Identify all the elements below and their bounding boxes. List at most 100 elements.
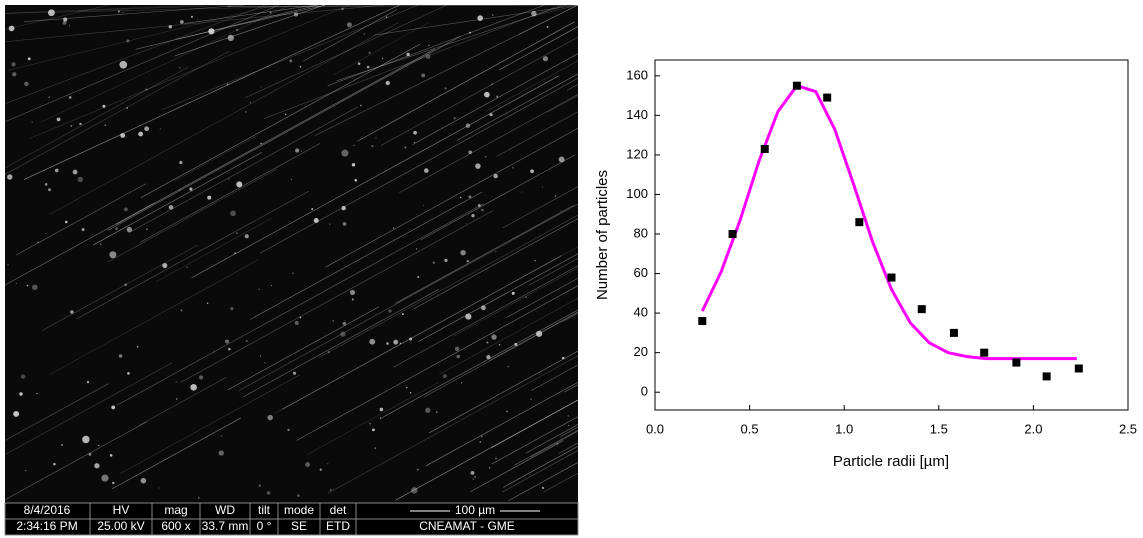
det: ETD [326,519,350,533]
scratch [4,362,172,455]
scratch [525,424,579,454]
particle [48,9,55,17]
data-point [887,273,896,282]
mode-label: mode [284,503,314,517]
particle [104,124,106,126]
particle [82,435,90,444]
scratch [307,382,439,455]
scratch [93,152,262,246]
particle [542,186,544,188]
scratch [140,43,421,198]
particle [249,102,251,104]
particle [460,249,466,256]
particle [245,339,248,343]
particle [290,178,292,180]
particle [484,155,487,158]
particle [86,380,90,384]
scratch [546,95,579,113]
particle [498,343,501,346]
particle [511,291,515,295]
scratch [395,399,579,501]
data-point [823,93,832,102]
particle [327,463,329,465]
scratch [332,22,429,76]
particle [126,107,129,109]
scratch [496,111,579,157]
scratch [116,48,435,225]
particle [459,196,462,199]
scale-bar-label: 100 µm [455,503,495,517]
particle [305,462,310,467]
particle [495,251,497,253]
particle [342,222,347,226]
particle [311,207,314,211]
data-point [792,81,801,90]
scratch [501,450,579,493]
particle [354,178,357,181]
x-tick-label: 0.0 [646,421,664,436]
scratch [423,312,579,398]
scratch [439,297,579,375]
particle [469,31,471,34]
particle [444,87,447,90]
scratch [380,36,579,146]
particle [560,210,562,212]
particle [109,251,117,259]
particle [266,491,271,495]
particle [8,25,15,32]
particle [101,474,109,482]
particle [386,342,389,345]
particle [45,232,47,234]
particle [428,44,430,47]
scratch [327,4,545,87]
y-tick-label: 120 [626,146,648,161]
particle [468,150,472,155]
particle [124,207,128,212]
lab-name: CNEAMAT - GME [419,519,515,533]
scratch [107,36,461,231]
particle [468,195,472,199]
particle [235,28,239,32]
scratch [543,472,579,493]
particle [436,411,438,413]
hv-label: HV [113,503,130,517]
particle [465,123,471,128]
particle [179,188,181,191]
particle [535,330,543,337]
y-tick-label: 160 [626,67,648,82]
scratch [135,4,319,50]
particle [416,468,419,471]
particle [351,298,354,301]
particle [179,160,183,165]
particle [521,191,523,193]
particle [48,96,50,98]
particle [372,428,375,432]
particle [199,375,204,380]
scratch [502,186,579,229]
particle [48,188,51,192]
scratch [4,66,189,169]
particle [294,321,299,325]
y-tick-label: 100 [626,186,648,201]
scratch [412,53,579,145]
particle [299,316,302,319]
det-label: det [330,503,347,517]
scratch [107,168,278,263]
particle [421,73,426,78]
scratch [303,9,398,62]
scratch [4,4,266,104]
particle [432,261,436,264]
scratch [4,4,384,43]
fit-curve [700,84,1077,361]
particle [220,435,223,437]
x-axis-label: Particle radii [µm] [833,453,949,470]
particle [313,218,319,223]
particle [424,168,429,173]
scratch [558,442,579,454]
particle [70,310,74,314]
particle [567,415,569,417]
scratch [531,364,579,391]
scratch [184,4,317,24]
particle [260,355,262,357]
particle [175,398,178,400]
